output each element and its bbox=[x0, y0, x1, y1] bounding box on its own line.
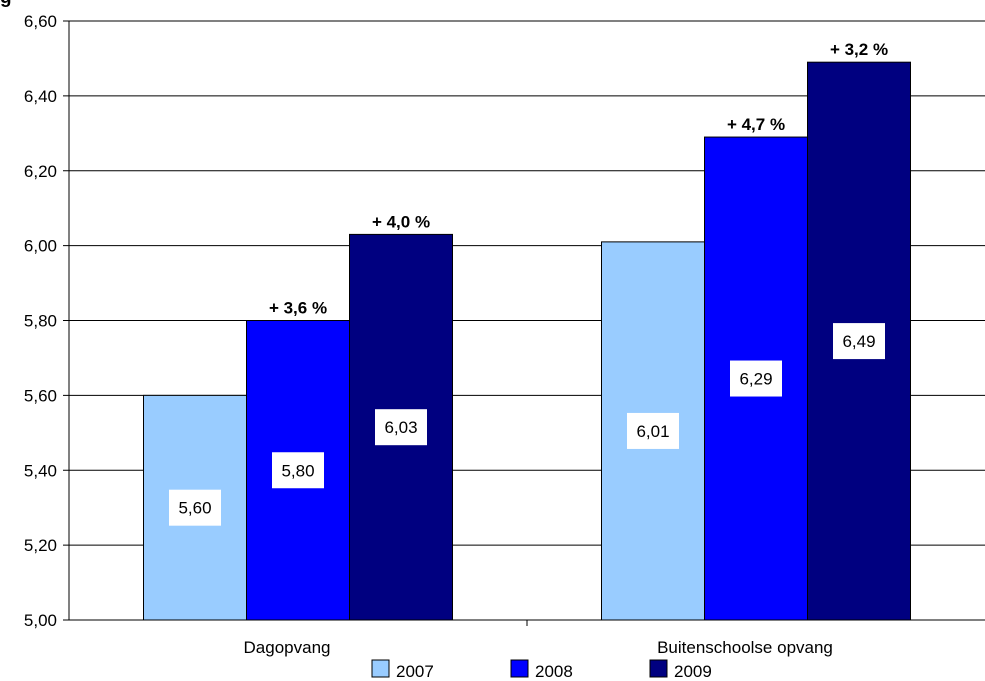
legend-label: 2007 bbox=[396, 662, 434, 681]
y-tick-label: 5,00 bbox=[24, 611, 57, 630]
change-label: + 3,6 % bbox=[269, 299, 327, 318]
value-label-box bbox=[272, 452, 324, 489]
value-label-box bbox=[375, 409, 427, 446]
y-tick-label: 6,40 bbox=[24, 87, 57, 106]
value-label-box bbox=[730, 360, 782, 397]
y-tick-label: 5,60 bbox=[24, 386, 57, 405]
y-tick-label: 5,40 bbox=[24, 461, 57, 480]
change-label: + 4,7 % bbox=[727, 115, 785, 134]
y-tick-label: 5,80 bbox=[24, 312, 57, 331]
category-label: Buitenschoolse opvang bbox=[657, 638, 833, 657]
value-label: 6,03 bbox=[384, 418, 417, 437]
value-label-box bbox=[169, 489, 221, 526]
legend-label: 2009 bbox=[674, 662, 712, 681]
legend-swatch-2007 bbox=[371, 659, 390, 678]
y-tick-label: 6,20 bbox=[24, 162, 57, 181]
value-label-box bbox=[833, 323, 885, 360]
value-label: 6,01 bbox=[636, 422, 669, 441]
value-label-box bbox=[627, 412, 679, 449]
change-label: + 3,2 % bbox=[830, 40, 888, 59]
legend-swatch-2008 bbox=[510, 659, 529, 678]
y-tick-label: 6,00 bbox=[24, 237, 57, 256]
value-label: 5,60 bbox=[178, 499, 211, 518]
y-tick-label: 5,20 bbox=[24, 536, 57, 555]
y-tick-label: 6,60 bbox=[24, 12, 57, 31]
value-label: 6,49 bbox=[842, 332, 875, 351]
category-label: Dagopvang bbox=[244, 638, 331, 657]
value-label: 6,29 bbox=[739, 370, 772, 389]
value-label: 5,80 bbox=[281, 461, 314, 480]
legend-swatch-2009 bbox=[649, 659, 668, 678]
chart-title: g bbox=[0, 0, 12, 9]
legend-label: 2008 bbox=[535, 662, 573, 681]
change-label: + 4,0 % bbox=[372, 212, 430, 231]
